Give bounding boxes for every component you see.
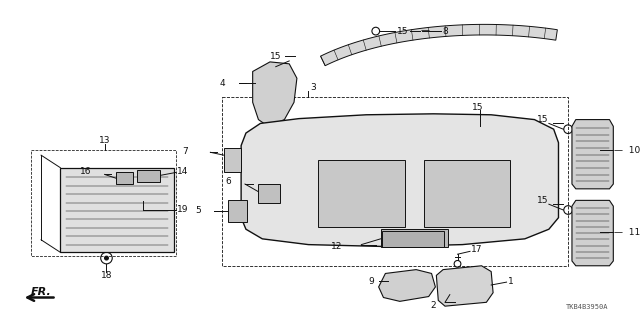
Bar (381, 229, 448, 247)
Text: 18: 18 (100, 271, 112, 280)
Bar (137, 170, 161, 182)
Polygon shape (572, 120, 613, 189)
Circle shape (104, 256, 108, 260)
Text: 1: 1 (508, 277, 513, 286)
Text: 15: 15 (538, 115, 549, 124)
Text: 15: 15 (270, 52, 282, 61)
Text: 5: 5 (195, 206, 201, 215)
Polygon shape (241, 114, 559, 247)
Text: 13: 13 (99, 136, 110, 145)
Polygon shape (379, 270, 435, 301)
Text: —  11: — 11 (614, 228, 640, 237)
Text: 17: 17 (471, 245, 483, 254)
Text: 12: 12 (331, 242, 342, 251)
Text: TKB4B3950A: TKB4B3950A (566, 304, 609, 310)
Text: 15: 15 (397, 26, 408, 36)
Text: 8: 8 (442, 26, 448, 36)
Bar (318, 160, 404, 227)
Text: 3: 3 (310, 83, 316, 93)
Polygon shape (253, 62, 297, 126)
Text: 14: 14 (177, 167, 188, 176)
Text: 9: 9 (368, 277, 374, 286)
Text: 19: 19 (177, 205, 188, 214)
Text: 6: 6 (226, 177, 232, 186)
Bar (224, 148, 241, 172)
Text: 4: 4 (219, 78, 225, 87)
Bar (259, 184, 280, 203)
Bar (31, 150, 176, 256)
Polygon shape (436, 266, 493, 306)
Text: 2: 2 (431, 301, 436, 310)
Text: 15: 15 (538, 196, 549, 205)
Bar (424, 160, 511, 227)
Text: —  10: — 10 (614, 146, 640, 155)
Circle shape (138, 192, 148, 201)
Bar (228, 200, 247, 221)
Polygon shape (321, 24, 557, 66)
Text: —: — (421, 26, 430, 36)
Text: 15: 15 (472, 103, 483, 112)
Text: 16: 16 (79, 167, 91, 176)
Bar (60, 168, 174, 252)
Bar (222, 98, 568, 266)
Polygon shape (572, 200, 613, 266)
Bar (381, 231, 444, 247)
Text: 7: 7 (182, 147, 188, 156)
Text: FR.: FR. (31, 287, 51, 297)
Bar (116, 173, 133, 184)
